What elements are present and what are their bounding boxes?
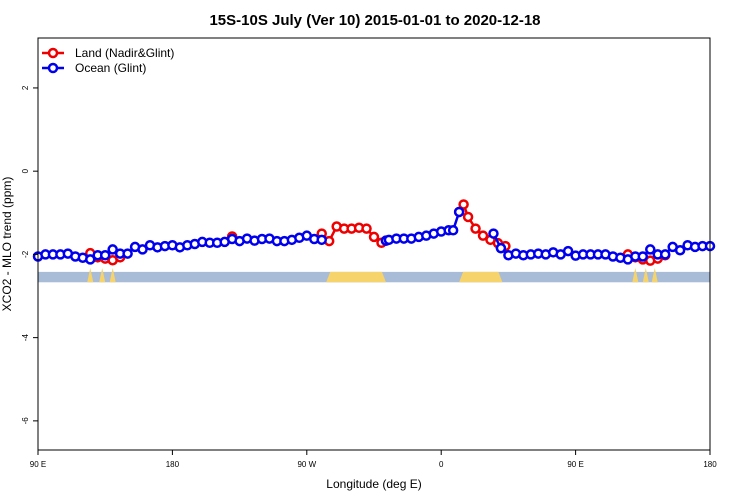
- data-point: [453, 206, 465, 218]
- y-axis-label: XCO2 - MLO trend (ppm): [0, 177, 14, 312]
- x-tick-label: 90 E: [567, 460, 583, 469]
- land-spike: [651, 267, 658, 283]
- data-point: [85, 254, 96, 265]
- data-point: [562, 245, 574, 257]
- data-point: [361, 223, 372, 234]
- legend-label: Land (Nadir&Glint): [75, 46, 174, 60]
- legend: Land (Nadir&Glint)Ocean (Glint): [42, 46, 174, 75]
- data-point: [488, 228, 499, 239]
- legend-swatch-marker: [47, 62, 59, 74]
- data-point: [470, 223, 481, 234]
- x-tick-label: 180: [703, 460, 717, 469]
- data-point: [637, 251, 649, 262]
- legend-item: Ocean (Glint): [42, 61, 146, 75]
- land-spike: [109, 267, 116, 283]
- legend-item: Land (Nadir&Glint): [42, 46, 174, 60]
- y-tick-label: -6: [21, 417, 30, 425]
- legend-label: Ocean (Glint): [75, 61, 146, 75]
- data-point: [316, 234, 327, 246]
- land-spike: [632, 267, 639, 283]
- data-point: [107, 244, 118, 255]
- data-point: [645, 244, 656, 255]
- data-point: [495, 242, 507, 254]
- y-tick-label: 2: [21, 85, 30, 90]
- data-point: [447, 225, 459, 236]
- land-ocean-band: [38, 267, 710, 283]
- series-layer: [32, 199, 716, 266]
- data-point: [462, 211, 474, 223]
- x-tick-label: 90 E: [30, 460, 46, 469]
- land-band-segment: [326, 271, 386, 283]
- land-spike: [87, 267, 94, 283]
- data-point: [659, 249, 671, 260]
- y-tick-label: 0: [21, 168, 30, 173]
- y-tick-label: -4: [21, 334, 30, 342]
- y-axis: 2 0 -2 -4 -6: [21, 85, 38, 424]
- x-tick-label: 90 W: [297, 460, 316, 469]
- chart-title: 15S-10S July (Ver 10) 2015-01-01 to 2020…: [209, 12, 540, 29]
- data-point: [458, 199, 469, 210]
- plot-frame: [37, 37, 711, 451]
- data-point: [137, 244, 148, 255]
- series-ocean: [32, 206, 716, 265]
- data-point: [368, 231, 380, 243]
- land-spike: [99, 267, 106, 283]
- land-band-segment: [459, 271, 503, 283]
- x-axis-label: Longitude (deg E): [326, 477, 421, 491]
- data-point: [122, 248, 133, 259]
- data-point: [99, 249, 111, 261]
- data-point: [674, 244, 686, 256]
- data-point: [477, 230, 489, 241]
- x-axis: 90 E 180 90 W 0 90 E 180: [30, 450, 717, 469]
- legend-swatch-marker: [47, 47, 59, 59]
- x-tick-label: 0: [439, 460, 444, 469]
- land-spike: [642, 267, 649, 283]
- y-tick-label: -2: [21, 250, 30, 258]
- x-tick-label: 180: [166, 460, 180, 469]
